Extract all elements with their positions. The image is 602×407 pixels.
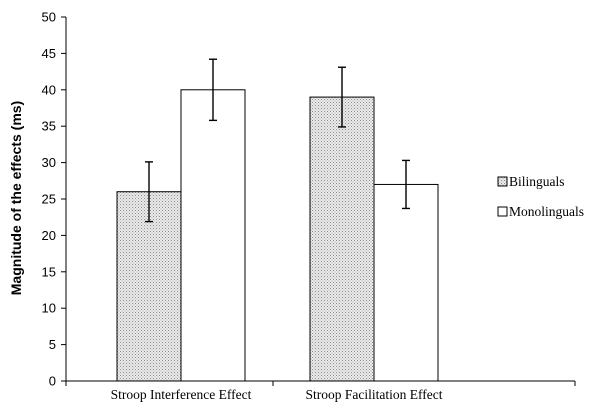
bars bbox=[116, 89, 439, 382]
y-tick-label: 50 bbox=[42, 10, 56, 25]
legend: Bilinguals Monolinguals bbox=[497, 174, 584, 219]
y-axis-label: Magnitude of the effects (ms) bbox=[8, 101, 24, 295]
x-category-label: Stroop Interference Effect bbox=[111, 387, 252, 402]
y-tick-label: 35 bbox=[42, 119, 56, 134]
legend-swatch-bilinguals bbox=[497, 176, 508, 187]
y-tick-label: 10 bbox=[42, 301, 56, 316]
y-tick-label: 40 bbox=[42, 82, 56, 97]
monolinguals-bar bbox=[373, 183, 439, 382]
monolinguals-bar bbox=[180, 89, 246, 382]
y-tick-label: 5 bbox=[49, 337, 56, 352]
y-tick-label: 45 bbox=[42, 46, 56, 61]
labels: Stroop Interference Effect Stroop Facilit… bbox=[111, 387, 443, 402]
y-tick-label: 0 bbox=[49, 374, 56, 389]
bilinguals-bar bbox=[309, 96, 375, 382]
y-tick-label: 15 bbox=[42, 264, 56, 279]
legend-label-monolinguals: Monolinguals bbox=[509, 204, 584, 219]
y-tick-label: 20 bbox=[42, 228, 56, 243]
y-tick-label: 30 bbox=[42, 155, 56, 170]
error-bars bbox=[145, 58, 410, 223]
legend-label-bilinguals: Bilinguals bbox=[509, 174, 565, 189]
x-category-label: Stroop Facilitation Effect bbox=[306, 387, 443, 402]
legend-swatch-monolinguals bbox=[497, 206, 508, 217]
y-tick-label: 25 bbox=[42, 192, 56, 207]
bilinguals-bar bbox=[116, 191, 182, 382]
